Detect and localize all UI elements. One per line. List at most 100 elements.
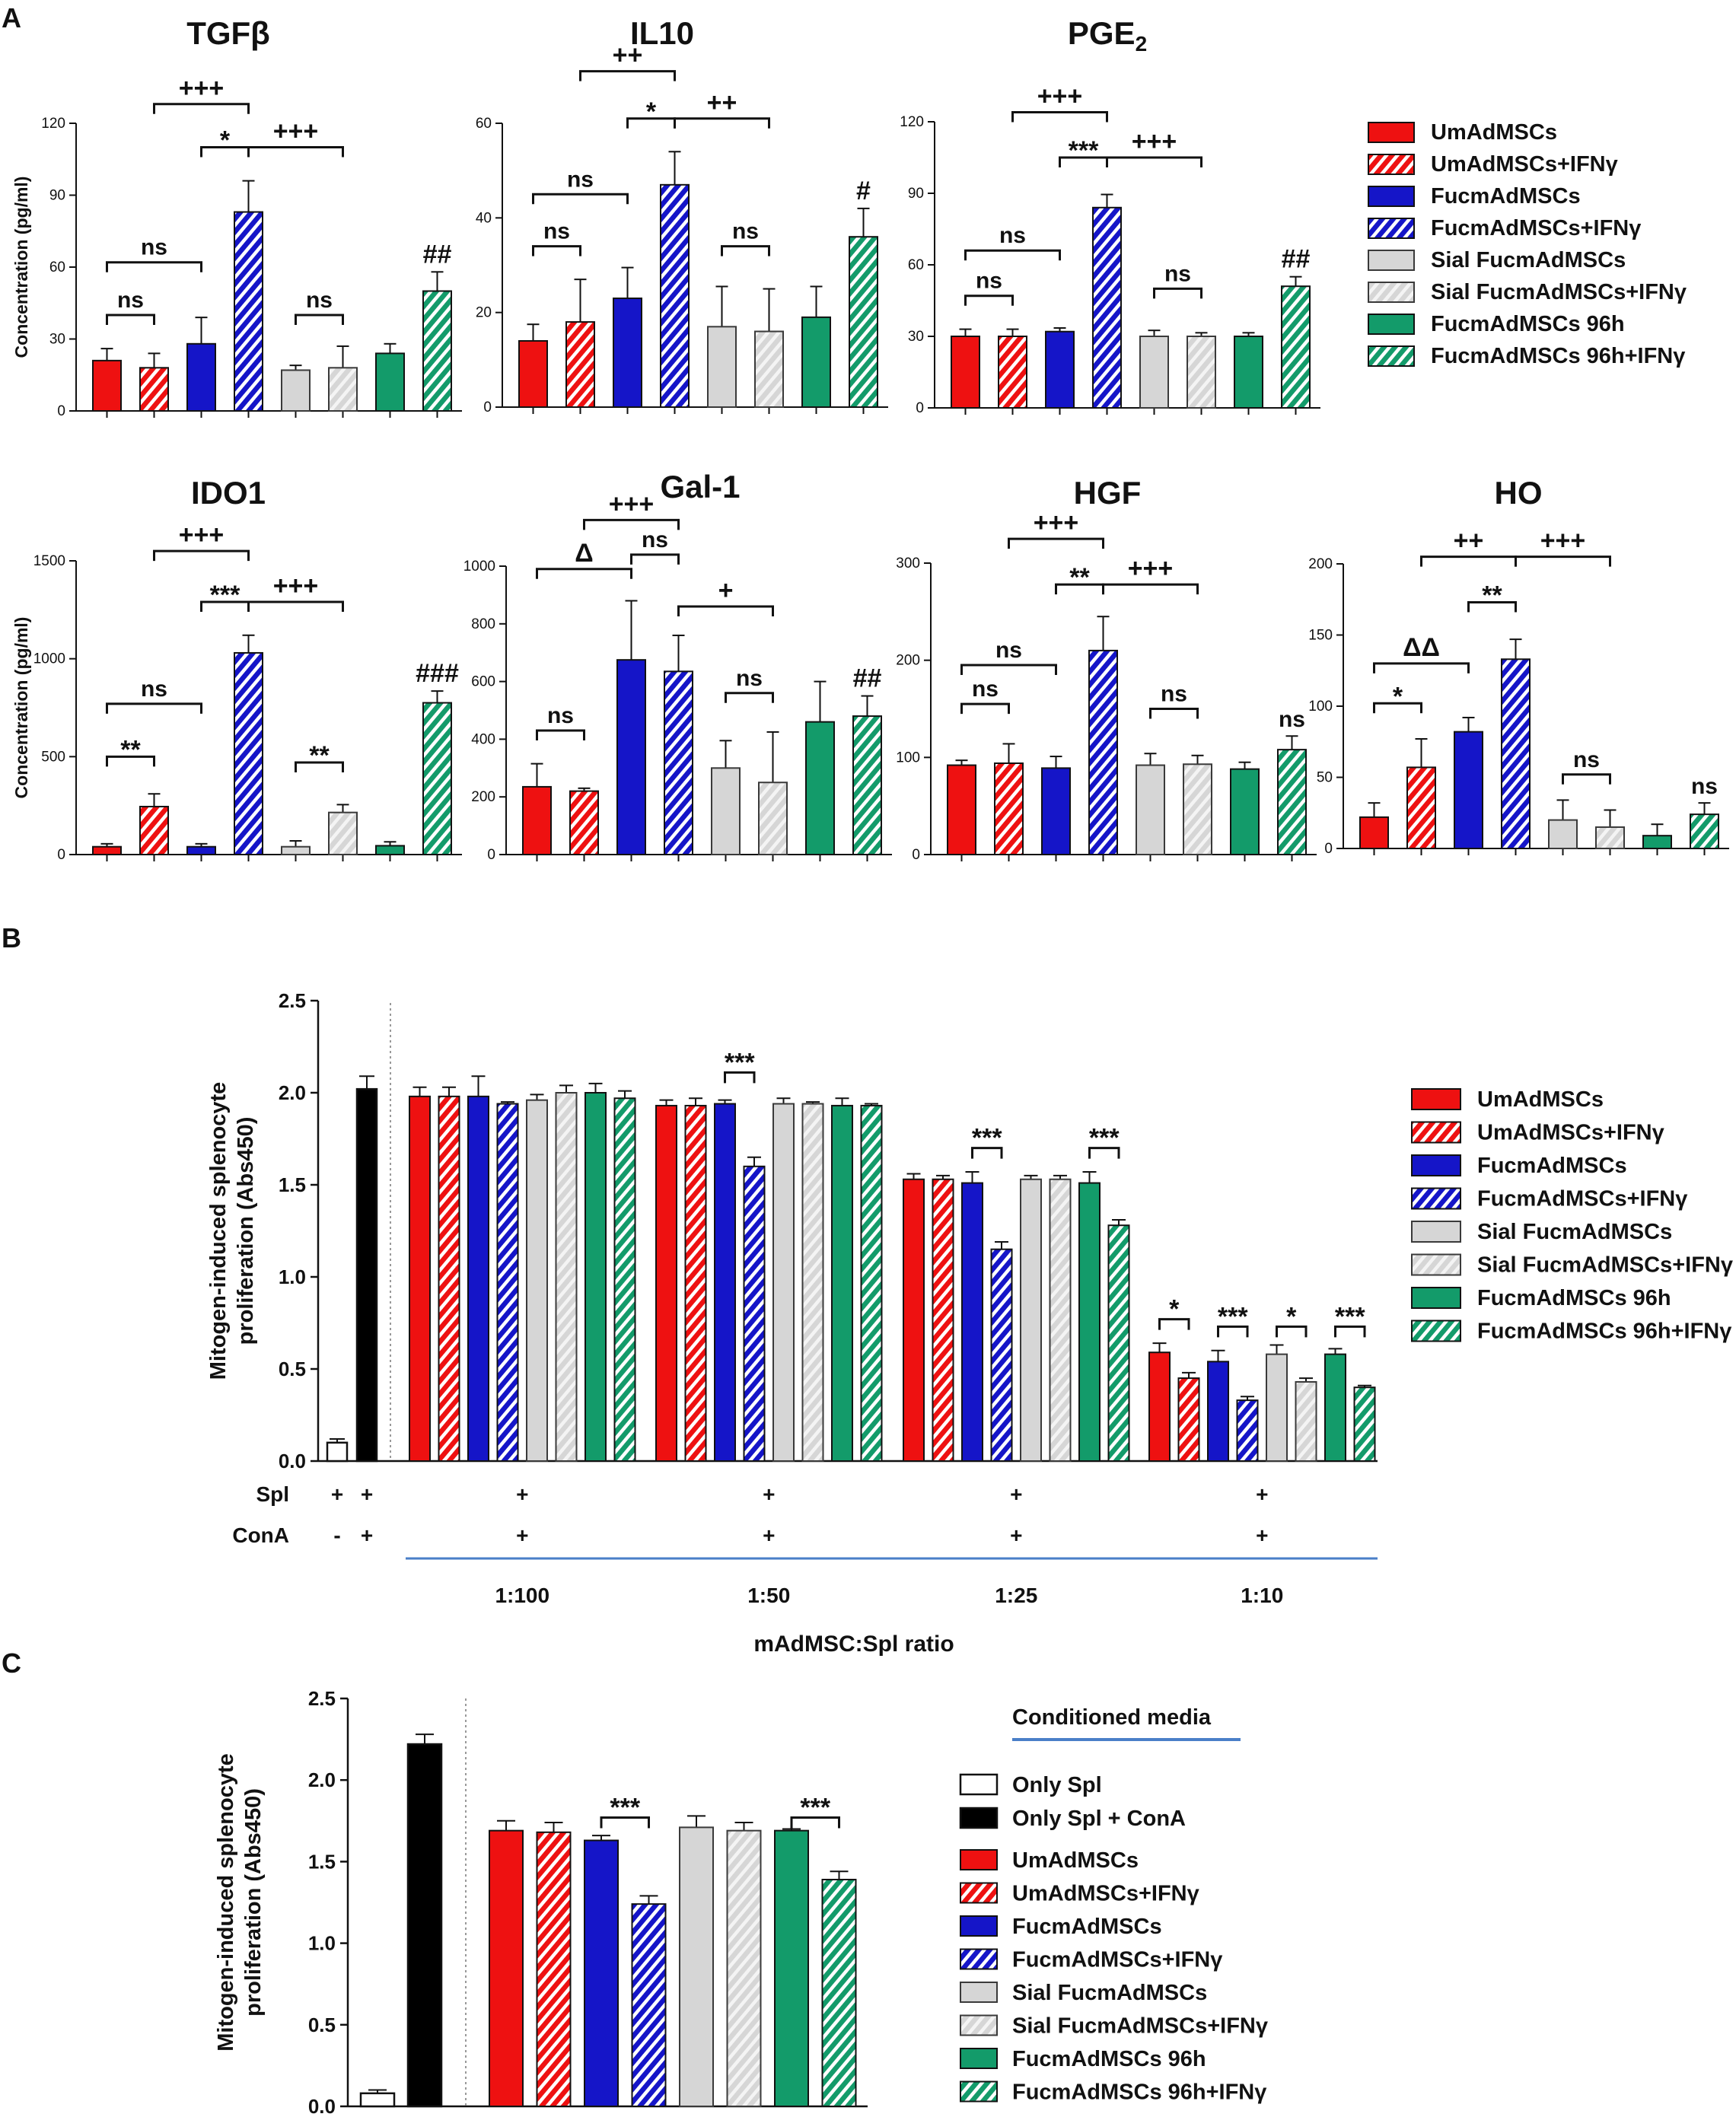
significance-label: Δ bbox=[575, 539, 593, 568]
panel-label-b: B bbox=[2, 922, 21, 953]
significance-label: +++ bbox=[1034, 508, 1079, 537]
bar bbox=[1107, 1224, 1130, 1462]
y-tick-label: 0 bbox=[916, 400, 924, 416]
bar bbox=[613, 1097, 636, 1462]
significance-bracket bbox=[1515, 556, 1611, 567]
significance-bracket bbox=[677, 605, 774, 617]
significance-bracket bbox=[1158, 1318, 1190, 1330]
legend-label: FucmAdMSCs bbox=[1477, 1154, 1627, 1178]
chart-tgfb: TGFβ 0 30 60 90 120 Concentration (pg/ml) ns ns *… bbox=[11, 15, 462, 419]
chart-title: IDO1 bbox=[191, 475, 266, 511]
y-tick-label: 90 bbox=[49, 188, 65, 204]
condition-sign: + bbox=[516, 1523, 528, 1547]
legend-swatch bbox=[1411, 1121, 1461, 1144]
bar bbox=[758, 782, 788, 855]
bar bbox=[489, 1829, 524, 2108]
significance-label: +++ bbox=[179, 74, 225, 103]
legend-label: Sial FucmAdMSCs bbox=[1012, 1981, 1207, 2005]
significance-label: * bbox=[1393, 682, 1403, 711]
bar bbox=[585, 1092, 607, 1462]
significance-label: ns bbox=[972, 676, 999, 702]
bar bbox=[1501, 658, 1531, 849]
plots: TGFβ 0 30 60 90 120 Concentration (pg/ml) ns ns *… bbox=[11, 15, 1734, 2117]
legend-label: UmAdMSCs+IFNγ bbox=[1477, 1121, 1665, 1145]
chart-panel-b: 0.0 0.5 1.0 1.5 2.0 2.5 Mitogen-induced spleno… bbox=[206, 989, 1378, 1657]
condition-sign: + bbox=[763, 1482, 775, 1506]
significance-bracket bbox=[971, 1147, 1003, 1159]
legend-swatch bbox=[959, 1773, 999, 1796]
ratio-label: 1:10 bbox=[1241, 1584, 1283, 1607]
legend-swatch bbox=[1411, 1253, 1461, 1276]
significance-bracket bbox=[1420, 556, 1517, 567]
bar bbox=[1183, 763, 1212, 856]
significance-label: ns bbox=[1279, 707, 1305, 732]
bar bbox=[849, 236, 878, 409]
legend-label: Only Spl + ConA bbox=[1012, 1807, 1186, 1831]
bar bbox=[801, 316, 831, 408]
significance-bracket bbox=[960, 664, 1057, 676]
legend-swatch bbox=[1368, 314, 1415, 335]
bar bbox=[1136, 764, 1165, 856]
y-tick-label: 2.0 bbox=[308, 1768, 336, 1791]
bar bbox=[631, 1903, 667, 2108]
bar bbox=[852, 715, 882, 856]
bar bbox=[990, 1248, 1013, 1462]
bar bbox=[726, 1829, 762, 2108]
significance-bracket bbox=[1153, 287, 1202, 299]
legend-swatch bbox=[1368, 282, 1415, 303]
ratio-label: 1:100 bbox=[495, 1584, 549, 1607]
legend-label: FucmAdMSCs 96h+IFNγ bbox=[1431, 344, 1686, 368]
bar bbox=[92, 845, 122, 855]
bar bbox=[1088, 649, 1118, 856]
significance-bracket bbox=[106, 702, 202, 714]
y-tick-label: 100 bbox=[896, 750, 920, 766]
significance-label: # bbox=[856, 177, 871, 205]
significance-label: ++ bbox=[707, 88, 737, 117]
significance-label: ns bbox=[1161, 682, 1187, 707]
bar bbox=[1281, 285, 1311, 409]
significance-label: ## bbox=[853, 664, 882, 693]
significance-bracket bbox=[295, 314, 344, 325]
significance-bracket bbox=[964, 294, 1014, 306]
legend-swatch bbox=[960, 1982, 998, 2003]
significance-label: ++ bbox=[613, 41, 643, 70]
significance-label: *** bbox=[1089, 1124, 1120, 1153]
bar bbox=[375, 845, 405, 856]
significance-label: ns bbox=[732, 219, 759, 244]
significance-bracket bbox=[106, 314, 155, 325]
significance-label: ns bbox=[976, 269, 1002, 294]
y-tick-label: 2.0 bbox=[279, 1081, 306, 1104]
bar bbox=[438, 1095, 460, 1462]
legend-swatch bbox=[960, 1948, 998, 1970]
row-label-spl: Spl bbox=[256, 1482, 289, 1506]
y-tick-label: 1.0 bbox=[279, 1265, 306, 1288]
condition-sign: + bbox=[1010, 1482, 1022, 1506]
legend-swatch bbox=[1368, 218, 1415, 239]
significance-label: +++ bbox=[273, 117, 319, 146]
legend-label: FucmAdMSCs 96h bbox=[1012, 2047, 1206, 2071]
bar bbox=[994, 762, 1024, 856]
y-tick-label: 0 bbox=[483, 400, 492, 415]
panel-label-a: A bbox=[2, 2, 21, 33]
condition-sign: + bbox=[1010, 1523, 1022, 1547]
significance-bracket bbox=[532, 193, 629, 205]
y-tick-label: 0.5 bbox=[279, 1358, 306, 1380]
bar bbox=[1642, 835, 1672, 850]
y-axis-label: Mitogen-induced splenocyte proliferation … bbox=[214, 1753, 266, 2052]
significance-bracket bbox=[1373, 702, 1422, 714]
significance-bracket bbox=[1011, 110, 1108, 123]
significance-bracket bbox=[1562, 773, 1611, 785]
legend-panel-a: UmAdMSCs UmAdMSCs+IFNγ FucmAdMSCs FucmAdMSC… bbox=[1368, 120, 1687, 368]
significance-bracket bbox=[725, 692, 774, 703]
bar bbox=[186, 342, 216, 412]
y-axis-label: Mitogen-induced splenocyte proliferation … bbox=[206, 1082, 258, 1380]
bar bbox=[139, 367, 169, 412]
significance-label: ΔΔ bbox=[1403, 633, 1440, 662]
bar bbox=[1548, 819, 1578, 849]
significance-bracket bbox=[247, 146, 344, 158]
bar bbox=[281, 369, 311, 412]
y-tick-label: 0 bbox=[1324, 841, 1333, 857]
significance-bracket bbox=[153, 549, 250, 562]
significance-label: * bbox=[646, 97, 657, 126]
